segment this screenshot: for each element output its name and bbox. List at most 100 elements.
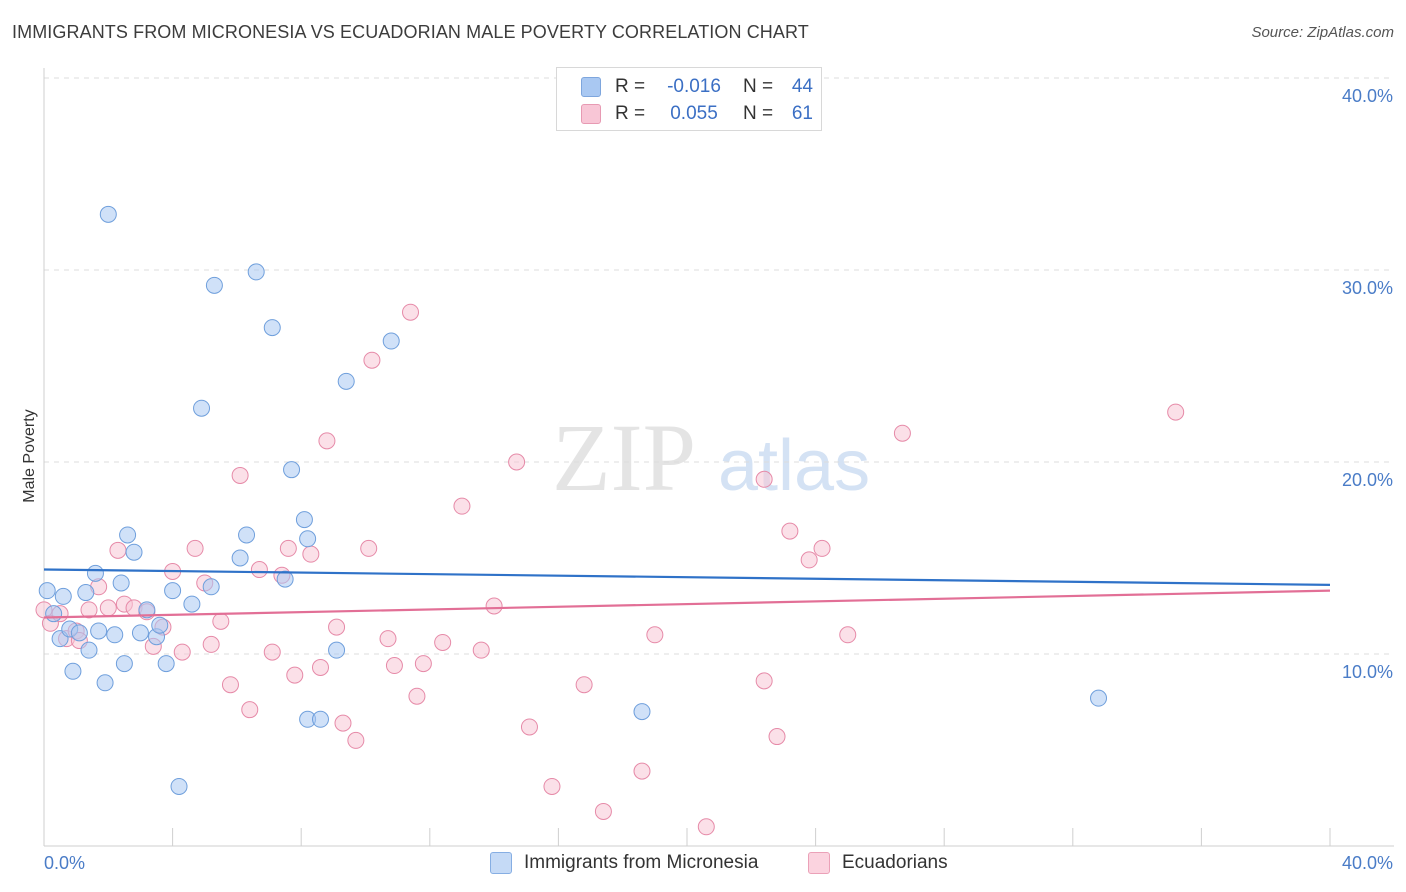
data-point <box>328 618 346 636</box>
data-point <box>334 714 352 732</box>
data-point <box>347 731 365 749</box>
stats-legend: R = -0.016 N = 44 R = 0.055 N = 61 <box>556 67 822 131</box>
data-point <box>295 511 313 529</box>
data-point <box>45 605 63 623</box>
data-point <box>164 582 182 600</box>
data-point <box>173 643 191 661</box>
data-point <box>231 549 249 567</box>
data-point <box>311 710 329 728</box>
legend-n-value: 44 <box>791 76 813 97</box>
data-point <box>99 599 117 617</box>
y-tick-label: 40.0% <box>1342 86 1393 106</box>
data-point <box>379 630 397 648</box>
data-point <box>64 662 82 680</box>
data-point <box>360 539 378 557</box>
data-point <box>311 658 329 676</box>
data-point <box>186 539 204 557</box>
legend-row-micronesia: R = -0.016 N = 44 <box>581 76 813 98</box>
data-point <box>414 655 432 673</box>
data-point <box>697 818 715 836</box>
data-point <box>800 551 818 569</box>
data-point <box>485 597 503 615</box>
data-point <box>633 762 651 780</box>
gridlines <box>44 77 1394 655</box>
data-point <box>402 303 420 321</box>
data-point <box>283 461 301 479</box>
data-point <box>77 584 95 602</box>
bottom-legend-label-micronesia: Immigrants from Micronesia <box>524 852 759 873</box>
data-point <box>202 578 220 596</box>
data-point <box>221 676 239 694</box>
legend-swatch-micronesia <box>581 77 601 97</box>
data-points <box>35 205 1185 836</box>
watermark-zip: ZIP <box>552 404 696 511</box>
legend-row-ecuadorians: R = 0.055 N = 61 <box>581 103 813 125</box>
trend-line <box>43 568 1331 586</box>
data-point <box>170 777 188 795</box>
data-point <box>241 701 259 719</box>
data-point <box>508 453 526 471</box>
data-point <box>70 624 88 642</box>
data-point <box>99 205 117 223</box>
data-point <box>86 564 104 582</box>
data-point <box>363 351 381 369</box>
data-point <box>157 655 175 673</box>
data-point <box>543 777 561 795</box>
legend-swatch-ecuadorians <box>581 104 601 124</box>
data-point <box>202 635 220 653</box>
data-point <box>119 526 137 544</box>
data-point <box>318 432 336 450</box>
bottom-legend-ecuadorians: Ecuadorians <box>808 852 948 874</box>
source-label: Source: ZipAtlas.com <box>1251 24 1394 41</box>
watermark-atlas: atlas <box>718 426 870 506</box>
bottom-legend-label-ecuadorians: Ecuadorians <box>842 852 948 873</box>
bottom-legend-micronesia: Immigrants from Micronesia <box>490 852 758 874</box>
data-point <box>646 626 664 644</box>
data-point <box>238 526 256 544</box>
y-tick-label: 30.0% <box>1342 278 1393 298</box>
data-point <box>54 587 72 605</box>
data-point <box>250 561 268 579</box>
data-point <box>781 522 799 540</box>
data-point <box>520 718 538 736</box>
data-point <box>755 470 773 488</box>
data-point <box>286 666 304 684</box>
legend-r-label: R = <box>615 103 646 124</box>
data-point <box>112 574 130 592</box>
data-point <box>893 424 911 442</box>
bottom-legend-swatch-micronesia <box>490 852 512 874</box>
data-point <box>633 703 651 721</box>
data-point <box>594 802 612 820</box>
data-point <box>90 622 108 640</box>
y-tick-label: 10.0% <box>1342 662 1393 682</box>
axes <box>43 68 1394 847</box>
data-point <box>38 582 56 600</box>
data-point <box>131 624 149 642</box>
data-point <box>302 545 320 563</box>
data-point <box>231 466 249 484</box>
data-point <box>96 674 114 692</box>
legend-n-label: N = <box>743 103 774 124</box>
data-point <box>276 570 294 588</box>
data-point <box>106 626 124 644</box>
series-ecuadorians <box>35 303 1185 836</box>
data-point <box>279 539 297 557</box>
data-point <box>755 672 773 690</box>
legend-r-value: 0.055 <box>670 103 718 124</box>
data-point <box>328 641 346 659</box>
data-point <box>408 687 426 705</box>
data-point <box>385 657 403 675</box>
data-point <box>1090 689 1108 707</box>
data-point <box>434 633 452 651</box>
data-point <box>115 655 133 673</box>
data-point <box>299 530 317 548</box>
legend-n-value: 61 <box>791 103 813 124</box>
data-point <box>247 263 265 281</box>
data-point <box>263 319 281 337</box>
chart-title: IMMIGRANTS FROM MICRONESIA VS ECUADORIAN… <box>12 22 809 42</box>
data-point <box>839 626 857 644</box>
data-point <box>205 276 223 294</box>
data-point <box>193 399 211 417</box>
data-point <box>813 539 831 557</box>
